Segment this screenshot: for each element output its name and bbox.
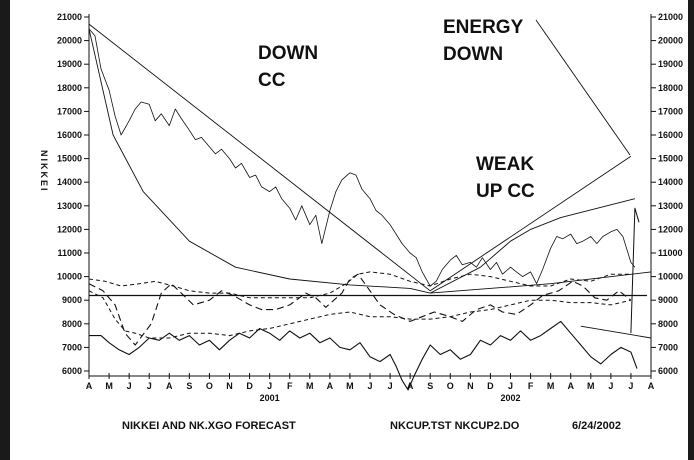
- y-tick-label-right: 15000: [658, 154, 683, 164]
- y-tick-label-right: 17000: [658, 106, 683, 116]
- annotation-energy-down-line2: DOWN: [443, 44, 503, 65]
- x-tick-label: D: [246, 381, 253, 391]
- y-tick-label-left: 17000: [57, 106, 82, 116]
- axes: 6000 6000 7000 7000 8000 8000 9000 9000 10000 100…: [57, 12, 683, 403]
- year-label: 2002: [500, 393, 520, 403]
- year-label: 2001: [260, 393, 280, 403]
- series-decline-line: [580, 325, 652, 339]
- series-lower-curve: [88, 28, 636, 294]
- x-tick-label: J: [267, 381, 272, 391]
- y-tick-label-left: 7000: [62, 342, 82, 352]
- x-tick-label: M: [587, 381, 595, 391]
- y-tick-label-left: 15000: [57, 154, 82, 164]
- y-tick-label-right: 21000: [658, 12, 683, 22]
- footer-right: 6/24/2002: [572, 420, 621, 432]
- y-tick-label-left: 6000: [62, 366, 82, 376]
- ylabel: NIKKEI: [39, 150, 49, 193]
- annotation-weak-up-cc-line1: WEAK: [476, 154, 534, 175]
- y-tick-label-right: 18000: [658, 83, 683, 93]
- annotation-down-cc-line1: DOWN: [258, 43, 318, 64]
- y-tick-label-right: 8000: [658, 319, 678, 329]
- x-tick-label: J: [367, 381, 372, 391]
- series-nikkei-price: [88, 28, 636, 287]
- x-tick-label: O: [447, 381, 454, 391]
- y-tick-label-left: 11000: [57, 248, 82, 258]
- x-tick-label: S: [186, 381, 192, 391]
- x-tick-label: N: [226, 381, 233, 391]
- left-border: [0, 0, 10, 460]
- annotation-down-cc-line2: CC: [258, 70, 286, 91]
- series-oscillator: [89, 320, 638, 391]
- x-tick-label: D: [487, 381, 494, 391]
- series-forecast-short-dash-lower: [88, 290, 632, 339]
- x-tick-label: M: [547, 381, 555, 391]
- annotation-energy-down-line1: ENERGY: [443, 17, 524, 38]
- labels-group: NIKKEI DOWN CC ENERGY DOWN WEAK UP CC NI…: [39, 17, 621, 432]
- x-tick-label: J: [388, 381, 393, 391]
- y-tick-label-left: 16000: [57, 130, 82, 140]
- x-tick-label: J: [127, 381, 132, 391]
- y-tick-label-right: 7000: [658, 342, 678, 352]
- y-tick-label-right: 19000: [658, 59, 683, 69]
- energy-pointer-line: [535, 19, 631, 156]
- series-group: [88, 19, 652, 391]
- y-tick-label-left: 9000: [62, 295, 82, 305]
- series-up-trend-line: [430, 271, 652, 294]
- x-tick-label: F: [287, 381, 293, 391]
- y-tick-label-right: 9000: [658, 295, 678, 305]
- y-tick-label-right: 6000: [658, 366, 678, 376]
- y-tick-label-right: 12000: [658, 224, 683, 234]
- x-tick-label: M: [346, 381, 354, 391]
- series-down-trend-line: [88, 23, 632, 292]
- x-tick-label: S: [427, 381, 433, 391]
- right-border: [688, 0, 694, 460]
- x-tick-label: J: [628, 381, 633, 391]
- y-tick-label-left: 14000: [57, 177, 82, 187]
- x-tick-label: A: [86, 381, 93, 391]
- x-tick-label: M: [105, 381, 113, 391]
- x-tick-label: J: [608, 381, 613, 391]
- x-tick-label: A: [567, 381, 574, 391]
- y-tick-label-left: 18000: [57, 83, 82, 93]
- x-tick-label: M: [306, 381, 314, 391]
- y-tick-label-right: 20000: [658, 36, 683, 46]
- series-forecast-long-dash: [88, 273, 632, 346]
- x-tick-label: A: [407, 381, 414, 391]
- y-tick-label-right: 16000: [658, 130, 683, 140]
- y-tick-label-right: 14000: [658, 177, 683, 187]
- y-tick-label-left: 13000: [57, 201, 82, 211]
- series-energy-spike: [630, 207, 640, 334]
- y-tick-label-left: 21000: [57, 12, 82, 22]
- x-tick-label: O: [206, 381, 213, 391]
- footer-left: NIKKEI AND NK.XGO FORECAST: [122, 420, 296, 432]
- x-tick-label: A: [648, 381, 655, 391]
- y-tick-label-right: 13000: [658, 201, 683, 211]
- y-tick-label-right: 11000: [658, 248, 683, 258]
- x-tick-label: A: [166, 381, 173, 391]
- y-tick-label-left: 20000: [57, 36, 82, 46]
- y-tick-label-left: 10000: [57, 272, 82, 282]
- y-tick-label-left: 12000: [57, 224, 82, 234]
- x-tick-label: N: [467, 381, 474, 391]
- x-tick-label: F: [528, 381, 534, 391]
- x-tick-label: A: [327, 381, 334, 391]
- y-tick-label-left: 19000: [57, 59, 82, 69]
- annotation-weak-up-cc-line2: UP CC: [476, 181, 535, 202]
- y-tick-label-right: 10000: [658, 272, 683, 282]
- y-tick-label-left: 8000: [62, 319, 82, 329]
- footer-middle: NKCUP.TST NKCUP2.DO: [390, 420, 520, 432]
- x-tick-label: J: [508, 381, 513, 391]
- x-tick-label: J: [147, 381, 152, 391]
